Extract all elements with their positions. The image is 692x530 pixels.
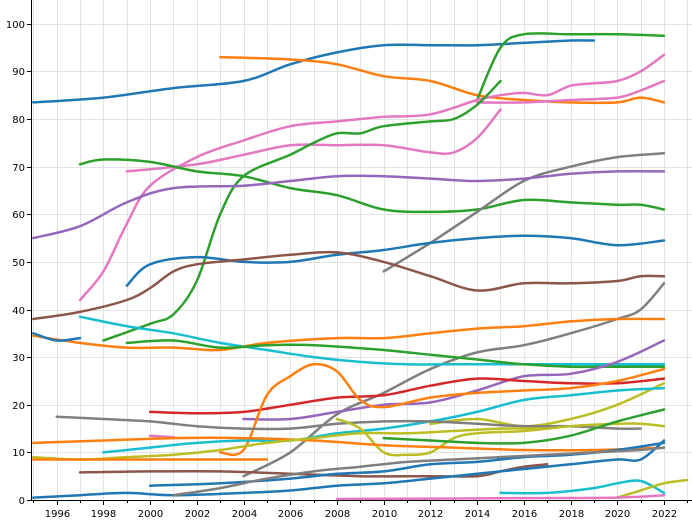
series-line-6 — [78, 115, 385, 302]
series-line-12 — [125, 234, 666, 287]
series-line-36 — [616, 478, 689, 499]
x-tick-label: 1996 — [45, 509, 70, 520]
series-lines — [32, 32, 689, 501]
x-tick-label: 2018 — [559, 509, 584, 520]
x-tick-label: 2016 — [512, 509, 537, 520]
series-line-23 — [102, 386, 666, 454]
y-tick-label: 70 — [12, 163, 25, 174]
series-line-33 — [32, 439, 666, 499]
series-line-20 — [148, 377, 666, 415]
series-line-1 — [32, 39, 596, 104]
series-line-13 — [32, 250, 666, 321]
series-line-27 — [382, 408, 666, 445]
x-tick-label: 2022 — [652, 509, 677, 520]
y-tick-label: 0 — [19, 496, 25, 507]
series-line-7 — [125, 108, 502, 173]
series-line-9 — [102, 79, 502, 342]
y-tick-label: 40 — [12, 306, 25, 317]
series-line-17 — [125, 339, 666, 369]
x-tick-label: 1998 — [91, 509, 116, 520]
y-tick-label: 50 — [12, 258, 25, 269]
y-tick-label: 60 — [12, 210, 25, 221]
x-tick-label: 2008 — [325, 509, 350, 520]
series-line-25 — [148, 434, 175, 439]
y-tick-label: 20 — [12, 401, 25, 412]
x-tick-label: 2014 — [465, 509, 490, 520]
x-tick-label: 2000 — [138, 509, 163, 520]
y-tick-label: 10 — [12, 448, 25, 459]
series-line-5 — [475, 79, 666, 104]
series-line-22 — [429, 382, 666, 428]
series-line-28 — [32, 436, 666, 452]
x-tick-label: 2020 — [605, 509, 630, 520]
y-tick-label: 90 — [12, 67, 25, 78]
series-line-16 — [32, 317, 666, 352]
y-tick-label: 100 — [6, 20, 25, 31]
series-line-29 — [32, 427, 549, 461]
series-line-4 — [382, 53, 666, 118]
series-line-34 — [172, 446, 666, 497]
x-tick-label: 2002 — [185, 509, 210, 520]
x-tick-label: 2012 — [418, 509, 443, 520]
y-tick-label: 80 — [12, 115, 25, 126]
axes — [31, 0, 692, 501]
series-line-21 — [218, 362, 666, 457]
series-line-11 — [32, 169, 666, 240]
x-tick-label: 2006 — [278, 509, 303, 520]
series-line-8 — [78, 158, 666, 214]
series-line-35 — [499, 479, 666, 495]
series-line-15 — [78, 315, 666, 366]
y-tick-label: 30 — [12, 353, 25, 364]
grid-lines — [31, 0, 692, 501]
tick-marks — [27, 24, 688, 505]
series-line-26 — [335, 417, 666, 457]
series-line-19 — [242, 339, 666, 421]
series-line-3 — [475, 32, 666, 102]
series-line-37 — [335, 493, 666, 501]
x-tick-label: 2010 — [372, 509, 397, 520]
x-tick-label: 2004 — [232, 509, 257, 520]
series-line-2 — [218, 55, 666, 105]
tick-labels: 1996 1998 2000 2002 2004 2006 2008 2010 2012 2014… — [6, 20, 677, 520]
series-line-18 — [32, 332, 82, 342]
